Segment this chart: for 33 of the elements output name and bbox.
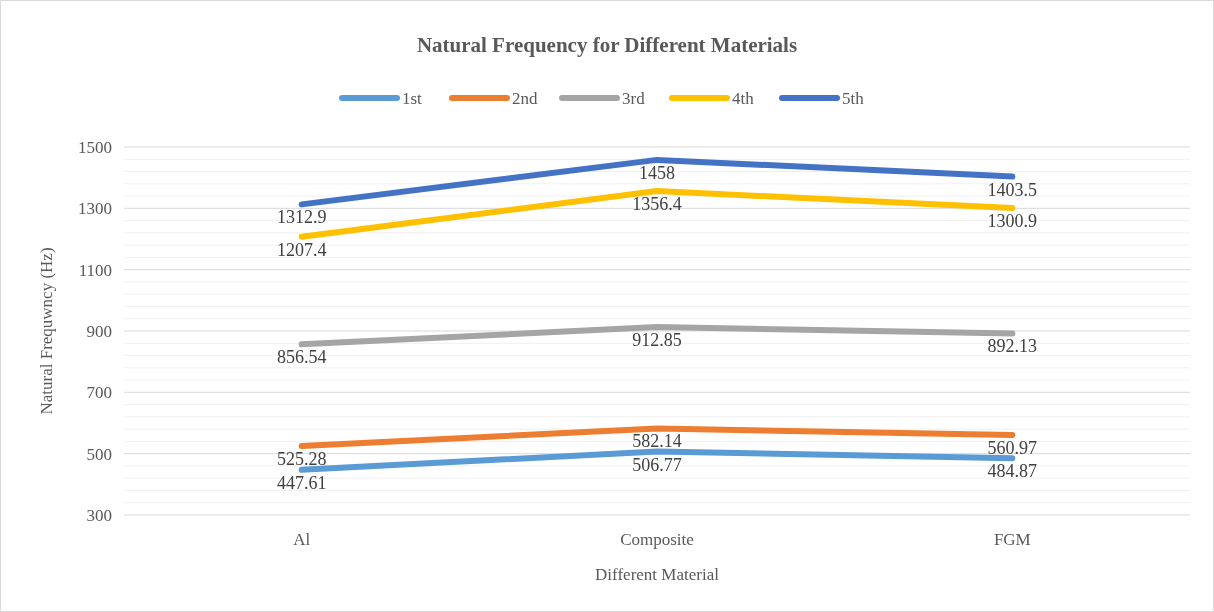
data-label: 912.85 [632, 330, 682, 351]
y-tick-label: 1100 [78, 260, 112, 280]
data-label: 582.14 [632, 431, 682, 452]
data-label: 447.61 [276, 472, 327, 493]
legend-label: 1st [402, 89, 423, 108]
legend-label: 4th [732, 89, 755, 108]
data-label: 892.13 [987, 336, 1038, 357]
data-label: 1403.5 [987, 179, 1038, 200]
x-tick-label: Al [293, 530, 311, 549]
x-tick-label: Composite [620, 530, 694, 549]
y-axis-title: Natural Frequwncy (Hz) [37, 247, 56, 415]
data-label: 560.97 [987, 437, 1038, 458]
legend-label: 2nd [512, 89, 538, 108]
data-label: 1207.4 [276, 239, 327, 260]
data-label: 525.28 [276, 448, 327, 469]
y-tick-label: 700 [86, 383, 112, 403]
y-tick-label: 900 [86, 322, 112, 341]
x-axis-title: Different Material [595, 565, 720, 584]
y-tick-label: 300 [86, 506, 112, 525]
y-tick-label: 1500 [78, 138, 112, 157]
data-label: 1300.9 [987, 211, 1038, 232]
y-tick-label: 1300 [78, 199, 112, 219]
legend-label: 3rd [622, 89, 646, 108]
data-label: 1356.4 [632, 194, 682, 215]
data-label: 484.87 [987, 461, 1038, 482]
data-label: 1458 [639, 162, 675, 183]
y-tick-label: 500 [86, 444, 112, 464]
data-label: 1312.9 [276, 207, 327, 228]
data-label: 856.54 [276, 347, 327, 368]
chart-title: Natural Frequency for Different Materials [416, 33, 798, 57]
x-tick-label: FGM [993, 530, 1031, 549]
data-label: 506.77 [632, 454, 682, 475]
legend-label: 5th [842, 89, 865, 108]
